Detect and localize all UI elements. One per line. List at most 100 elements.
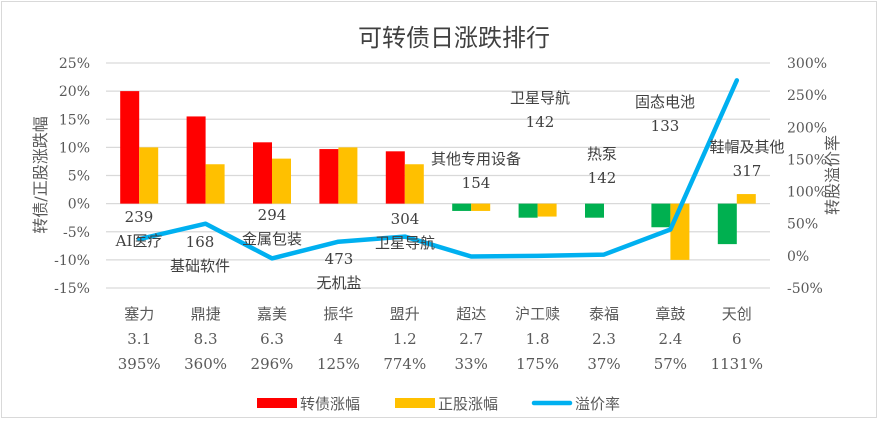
x-price-label: 2.7 bbox=[459, 330, 483, 348]
x-percent-label: 33% bbox=[455, 355, 488, 373]
bond-change-bar bbox=[319, 149, 339, 204]
stock-change-bar bbox=[272, 158, 291, 204]
stock-change-bar bbox=[205, 164, 225, 204]
annotation-label: 无机盐 bbox=[316, 274, 361, 292]
x-category-label: 鼎捷 bbox=[191, 305, 221, 323]
x-percent-label: 1131% bbox=[711, 355, 763, 373]
x-category-label: 天创 bbox=[722, 305, 752, 323]
annotation-label: 卫星导航 bbox=[375, 234, 435, 252]
y-tick-label: 10% bbox=[59, 140, 90, 156]
annotation-label: 热泵 bbox=[587, 145, 617, 163]
y2-tick-label: 0% bbox=[787, 249, 809, 265]
y-axis-left: 25% 20% 15% 10% 5% 0% -5% -10% -15% bbox=[54, 56, 90, 297]
legend-item: 正股涨幅 bbox=[395, 395, 498, 413]
chart-title: 可转债日涨跌排行 bbox=[358, 24, 550, 52]
x-price-label: 8.3 bbox=[194, 330, 218, 348]
x-price-label: 6 bbox=[732, 330, 742, 348]
y2-tick-label: 100% bbox=[787, 185, 827, 201]
x-price-label: 1.8 bbox=[526, 330, 550, 348]
annotation-label: 鞋帽及其他 bbox=[709, 138, 784, 156]
annotation-label: 卫星导航 bbox=[510, 89, 570, 107]
legend-item: 溢价率 bbox=[531, 395, 620, 413]
bond-change-bar bbox=[717, 203, 737, 245]
annotation-label: 304 bbox=[391, 210, 420, 228]
x-axis-labels: 塞力 3.1 395% 鼎捷 8.3 360% 嘉美 6.3 296% 振华 4 125% 盟升 1.2 7… bbox=[118, 305, 763, 373]
stock-change-bar bbox=[139, 147, 159, 204]
annotation-label: 其他专用设备 bbox=[431, 150, 521, 168]
bond-change-bar bbox=[651, 203, 671, 228]
stock-change-bar bbox=[404, 164, 424, 204]
y-tick-label: 20% bbox=[59, 84, 90, 100]
premium-line bbox=[136, 78, 740, 261]
x-price-label: 6.3 bbox=[260, 330, 284, 348]
y2-tick-label: 50% bbox=[787, 217, 818, 233]
x-price-label: 3.1 bbox=[127, 330, 151, 348]
y2-tick-label: -50% bbox=[787, 281, 823, 297]
annotation-label: 168 bbox=[186, 233, 215, 251]
y-tick-label: 0% bbox=[68, 197, 90, 213]
stock-change-bar bbox=[338, 147, 358, 204]
bond-change-bar bbox=[518, 203, 538, 218]
bar-series bbox=[120, 91, 756, 260]
annotation-label: 固态电池 bbox=[635, 93, 695, 111]
stock-change-bar bbox=[537, 203, 557, 217]
stock-change-bar bbox=[736, 194, 756, 204]
annotation-label: 133 bbox=[651, 117, 680, 135]
legend-label: 转债涨幅 bbox=[300, 395, 360, 413]
legend-item: 转债涨幅 bbox=[257, 395, 360, 413]
x-percent-label: 175% bbox=[516, 355, 559, 373]
x-price-label: 2.3 bbox=[592, 330, 616, 348]
x-category-label: 塞力 bbox=[124, 305, 154, 323]
annotation-label: 294 bbox=[258, 206, 287, 224]
bond-change-bar bbox=[585, 203, 604, 218]
y-axis-right: 300% 250% 200% 150% 100% 50% 0% -50% bbox=[787, 56, 827, 297]
legend-label: 溢价率 bbox=[575, 395, 620, 413]
legend-swatch bbox=[395, 398, 435, 408]
x-percent-label: 395% bbox=[118, 355, 161, 373]
stock-change-bar bbox=[471, 203, 491, 211]
y2-tick-label: 150% bbox=[787, 152, 827, 168]
x-percent-label: 57% bbox=[654, 355, 687, 373]
y-axis-title: 转债/正股涨跌幅 bbox=[31, 116, 50, 233]
y-tick-label: -15% bbox=[54, 281, 90, 297]
bond-change-bar bbox=[452, 203, 472, 211]
annotation-label: 金属包装 bbox=[242, 230, 302, 248]
y-tick-label: 25% bbox=[59, 56, 90, 72]
y2-tick-label: 300% bbox=[787, 56, 827, 72]
annotation-label: 239 bbox=[125, 208, 154, 226]
y2-axis-title: 转股溢价率 bbox=[823, 135, 842, 215]
y2-tick-label: 250% bbox=[787, 88, 827, 104]
premium-rate-line bbox=[136, 78, 740, 261]
x-price-label: 2.4 bbox=[658, 330, 682, 348]
x-category-label: 章鼓 bbox=[655, 305, 685, 323]
x-price-label: 4 bbox=[334, 330, 344, 348]
x-category-label: 超达 bbox=[456, 305, 486, 323]
x-category-label: 振华 bbox=[323, 305, 353, 323]
x-price-label: 1.2 bbox=[393, 330, 417, 348]
x-category-label: 嘉美 bbox=[257, 305, 287, 323]
annotation-label: 142 bbox=[526, 113, 555, 131]
bond-change-bar bbox=[253, 142, 272, 204]
x-percent-label: 296% bbox=[251, 355, 294, 373]
x-percent-label: 774% bbox=[383, 355, 426, 373]
legend-label: 正股涨幅 bbox=[438, 395, 498, 413]
x-category-label: 泰福 bbox=[589, 305, 619, 323]
annotation-label: 142 bbox=[588, 169, 617, 187]
bond-change-bar bbox=[120, 91, 140, 204]
y-tick-label: -5% bbox=[63, 225, 90, 241]
legend-swatch bbox=[257, 398, 297, 408]
x-percent-label: 37% bbox=[587, 355, 620, 373]
annotation-label: 基础软件 bbox=[170, 257, 230, 275]
y-tick-label: -10% bbox=[54, 253, 90, 269]
legend: 转债涨幅 正股涨幅 溢价率 bbox=[257, 395, 620, 413]
bond-change-bar bbox=[385, 151, 405, 204]
x-percent-label: 360% bbox=[184, 355, 227, 373]
y2-tick-label: 200% bbox=[787, 120, 827, 136]
x-category-label: 盟升 bbox=[390, 305, 420, 323]
x-category-label: 沪工赎 bbox=[515, 305, 560, 323]
y-tick-label: 5% bbox=[68, 169, 90, 185]
y-tick-label: 15% bbox=[59, 112, 90, 128]
